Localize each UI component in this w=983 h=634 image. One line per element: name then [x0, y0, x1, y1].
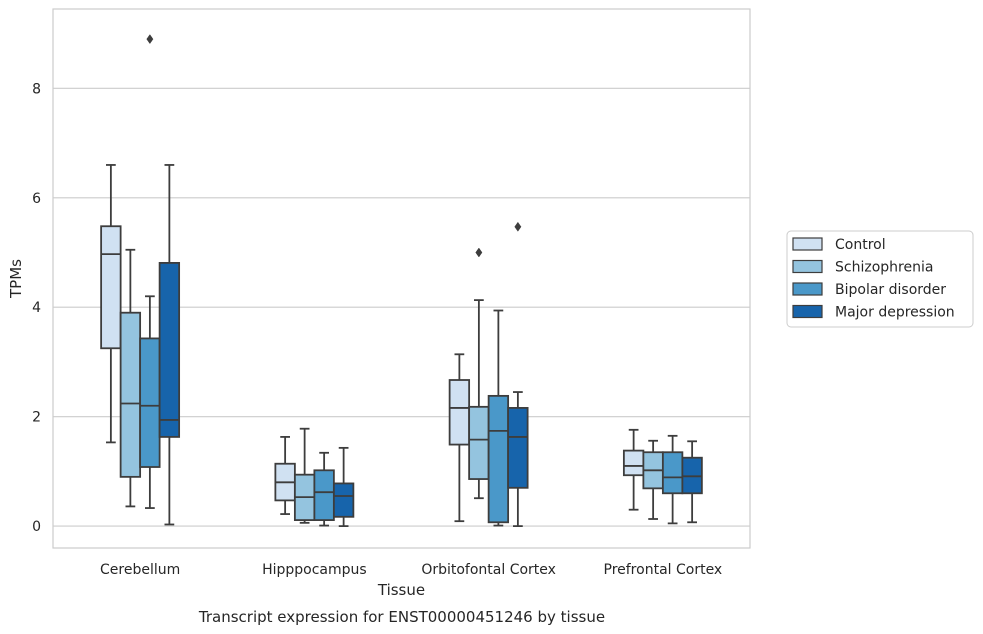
box: [139, 337, 161, 468]
x-tick-label: Prefrontal Cortex: [604, 562, 723, 578]
legend-label: Major depression: [835, 305, 955, 321]
outlier-marker: [475, 247, 483, 258]
box: [487, 394, 510, 524]
x-tick-label: Cerebellum: [100, 562, 180, 578]
box: [158, 262, 181, 438]
plot-frame: [52, 8, 751, 549]
box: [119, 311, 142, 478]
box-plot: [622, 428, 645, 511]
y-ticks: 0 2 4 6 8: [32, 81, 41, 535]
chart-caption: Transcript expression for ENST0000045124…: [198, 608, 605, 626]
legend-swatch: [792, 259, 823, 274]
y-tick-label: 2: [32, 410, 41, 426]
y-axis-label: TPMs: [7, 259, 25, 299]
box: [448, 379, 471, 446]
box: [332, 482, 355, 518]
boxes: [100, 34, 703, 528]
legend-swatch: [792, 304, 823, 319]
y-tick-label: 8: [32, 81, 41, 97]
box: [468, 405, 490, 480]
box: [100, 225, 122, 350]
box-plot: [332, 446, 355, 528]
legend-swatch: [792, 237, 823, 251]
legend-label: Bipolar disorder: [835, 282, 946, 298]
legend: Control Schizophrenia Bipolar disorder Majo…: [786, 230, 974, 328]
box-plot: [274, 436, 296, 515]
legend-swatch: [792, 282, 823, 296]
y-tick-label: 4: [32, 300, 41, 316]
legend-frame: [786, 230, 974, 328]
box: [507, 407, 529, 489]
legend-label: Control: [835, 237, 886, 253]
y-tick-label: 6: [32, 191, 41, 207]
box: [313, 469, 335, 521]
box-plot: [158, 164, 181, 526]
box-plot: [100, 164, 122, 444]
x-ticks: Cerebellum Hipppocampus Orbitofontal Corte…: [100, 562, 722, 578]
box-plot: [507, 221, 529, 528]
box-plot: [119, 248, 142, 508]
box-plot: [313, 451, 335, 527]
x-tick-label: Hipppocampus: [262, 562, 367, 578]
x-axis-label: Tissue: [377, 581, 425, 599]
box: [661, 451, 684, 495]
box: [622, 449, 645, 477]
outlier-marker: [146, 34, 154, 45]
legend-label: Schizophrenia: [835, 260, 933, 276]
y-tick-label: 0: [32, 519, 41, 535]
box-plot: [468, 247, 490, 500]
outlier-marker: [514, 221, 522, 232]
box-plot: [681, 440, 703, 524]
x-tick-label: Orbitofontal Cortex: [421, 562, 556, 578]
box-plot: [139, 34, 161, 509]
